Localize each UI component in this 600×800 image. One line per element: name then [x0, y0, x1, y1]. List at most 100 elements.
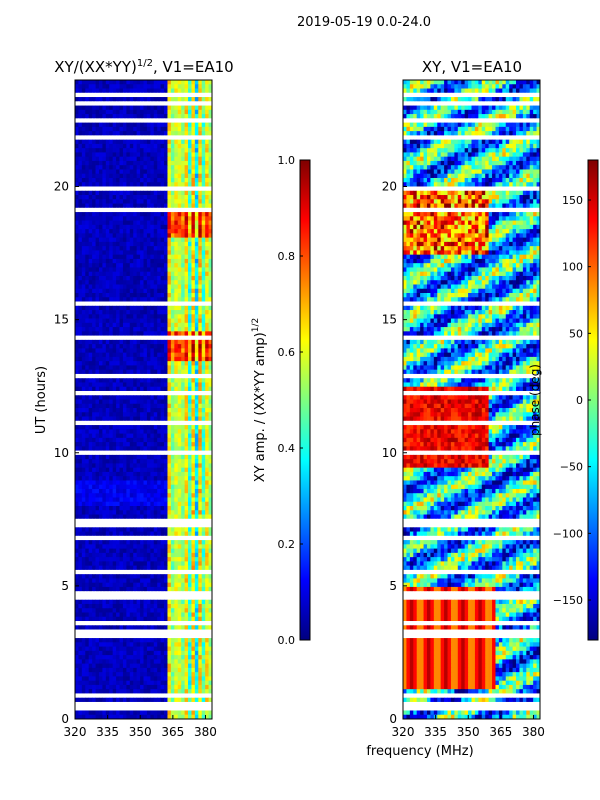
heatmap-cell — [167, 173, 172, 179]
heatmap-cell — [205, 488, 209, 494]
heatmap-cell — [112, 80, 117, 85]
heatmap-cell — [109, 467, 114, 473]
heatmap-cell — [126, 182, 131, 187]
heatmap-cell — [198, 540, 203, 545]
heatmap-cell — [136, 288, 141, 294]
heatmap-cell — [136, 297, 141, 302]
heatmap-cell — [140, 582, 144, 588]
heatmap-cell — [75, 437, 79, 443]
heatmap-cell — [164, 160, 168, 166]
heatmap-cell — [78, 378, 83, 383]
heatmap-cell — [146, 476, 151, 481]
heatmap-cell — [75, 310, 79, 315]
heatmap-cell — [85, 139, 90, 145]
heatmap-cell — [112, 207, 117, 213]
heatmap-cell — [170, 591, 175, 596]
heatmap-cell — [170, 344, 175, 349]
heatmap-cell — [174, 378, 179, 383]
heatmap-cell — [122, 148, 127, 153]
heatmap-cell — [98, 497, 103, 503]
heatmap-cell — [201, 109, 206, 115]
heatmap-cell — [201, 271, 206, 277]
heatmap-cell — [85, 84, 90, 89]
heatmap-cell — [95, 365, 100, 371]
heatmap-cell — [181, 284, 185, 290]
heatmap-cell — [143, 442, 148, 447]
heatmap-cell — [164, 378, 168, 383]
heatmap-cell — [188, 301, 192, 307]
heatmap-cell — [153, 459, 158, 464]
heatmap-cell — [109, 586, 114, 592]
heatmap-cell — [109, 527, 114, 532]
heatmap-cell — [112, 250, 117, 256]
heatmap-cell — [201, 595, 206, 601]
heatmap-cell — [184, 416, 189, 422]
heatmap-cell — [201, 97, 206, 102]
heatmap-cell — [177, 258, 182, 264]
heatmap-cell — [153, 199, 158, 204]
heatmap-cell — [181, 518, 185, 524]
heatmap-cell — [181, 92, 185, 98]
heatmap-cell — [191, 488, 196, 494]
heatmap-cell — [95, 288, 100, 294]
heatmap-cell — [157, 454, 162, 460]
heatmap-cell — [102, 463, 107, 469]
heatmap-cell — [102, 408, 107, 413]
heatmap-cell — [201, 233, 206, 239]
heatmap-cell — [92, 476, 96, 481]
heatmap-cell — [116, 476, 120, 481]
heatmap-cell — [85, 233, 90, 239]
heatmap-cell — [92, 518, 96, 524]
heatmap-cell — [122, 216, 127, 221]
heatmap-cell — [181, 603, 185, 609]
heatmap-cell — [164, 165, 168, 170]
heatmap-cell — [133, 275, 138, 281]
heatmap-cell — [75, 433, 79, 439]
heatmap-cell — [85, 318, 90, 324]
heatmap-cell — [201, 224, 206, 230]
heatmap-cell — [122, 386, 127, 392]
heatmap-cell — [181, 416, 185, 422]
heatmap-cell — [136, 552, 141, 558]
heatmap-cell — [88, 412, 93, 417]
heatmap-cell — [136, 361, 141, 366]
heatmap-cell — [167, 297, 172, 302]
heatmap-cell — [157, 199, 162, 204]
heatmap-cell — [188, 527, 192, 532]
heatmap-cell — [208, 463, 213, 469]
heatmap-cell — [167, 425, 172, 430]
heatmap-cell — [205, 386, 209, 392]
heatmap-cell — [133, 591, 138, 596]
heatmap-cell — [88, 246, 93, 251]
heatmap-cell — [85, 288, 90, 294]
heatmap-cell — [184, 373, 189, 379]
heatmap-cell — [78, 318, 83, 324]
heatmap-cell — [105, 378, 110, 383]
heatmap-cell — [81, 497, 86, 503]
heatmap-cell — [95, 395, 100, 400]
heatmap-cell — [102, 548, 107, 554]
heatmap-cell — [150, 565, 155, 571]
heatmap-cell — [105, 569, 110, 575]
heatmap-cell — [98, 416, 103, 422]
heatmap-cell — [78, 237, 83, 243]
heatmap-cell — [194, 493, 199, 498]
heatmap-cell — [78, 224, 83, 230]
heatmap-cell — [201, 425, 206, 430]
heatmap-cell — [160, 476, 165, 481]
heatmap-cell — [164, 459, 168, 464]
heatmap-cell — [177, 425, 182, 430]
heatmap-cell — [143, 540, 148, 545]
heatmap-cell — [170, 463, 175, 469]
heatmap-cell — [129, 84, 134, 89]
heatmap-cell — [184, 574, 189, 579]
heatmap-cell — [81, 233, 86, 239]
heatmap-cell — [143, 408, 148, 413]
heatmap-cell — [198, 442, 203, 447]
heatmap-cell — [201, 488, 206, 494]
heatmap-cell — [208, 301, 213, 307]
heatmap-cell — [75, 109, 79, 115]
heatmap-cell — [102, 454, 107, 460]
heatmap-cell — [188, 467, 192, 473]
heatmap-cell — [102, 557, 107, 562]
